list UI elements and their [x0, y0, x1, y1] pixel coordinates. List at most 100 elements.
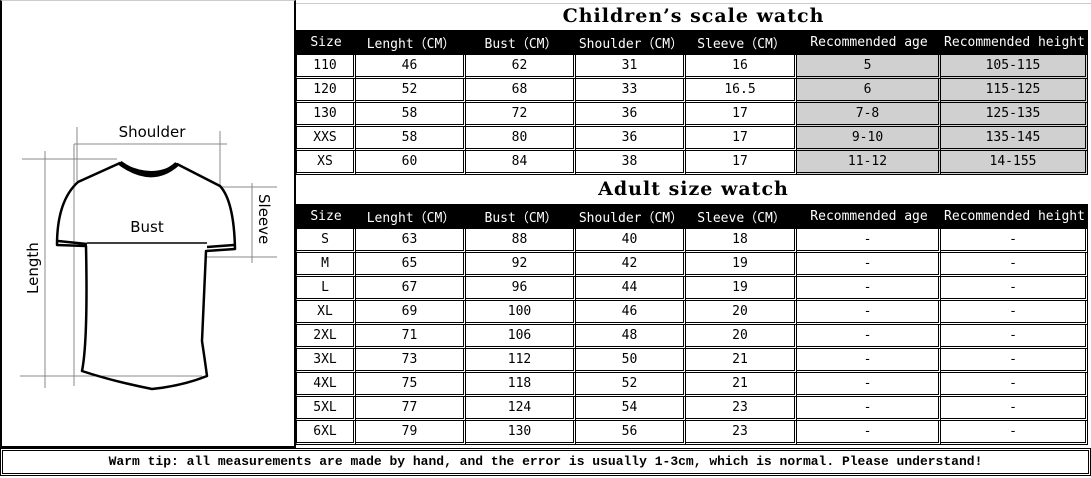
table-cell: 17	[686, 151, 797, 175]
table-row: 6XL 79 130 56 23- -	[296, 421, 1088, 445]
table-cell: -	[941, 325, 1088, 349]
table-cell: -	[941, 373, 1088, 397]
table-cell: -	[797, 421, 941, 445]
table-cell: 135-145	[941, 127, 1088, 151]
table-cell: 14-155	[941, 151, 1088, 175]
table-row: 2XL 71 106 48 20- -	[296, 325, 1088, 349]
column-header: Sleeve（CM）	[686, 30, 797, 55]
table-cell: 88	[466, 229, 576, 253]
table-cell: 77	[356, 397, 466, 421]
table-cell: 73	[356, 349, 466, 373]
table-cell: -	[941, 349, 1088, 373]
table-row: 120 52 68 33 16.5 6 115-125	[296, 79, 1088, 103]
table-cell: -	[797, 349, 941, 373]
table-cell: 21	[686, 349, 797, 373]
table-cell: 110	[296, 55, 356, 79]
children-table-title: Children’s scale watch	[562, 5, 825, 27]
table-cell: -	[797, 301, 941, 325]
table-row: 4XL 75 118 52 21- -	[296, 373, 1088, 397]
table-cell: 60	[356, 151, 466, 175]
table-cell: 62	[466, 55, 576, 79]
adult-size-table: Size Lenght（CM） Bust（CM） Shoulder（CM） Sleeve…	[296, 204, 1088, 445]
table-cell: 20	[686, 325, 797, 349]
table-cell: -	[941, 421, 1088, 445]
table-row: 110 46 62 31 16 5 105-115	[296, 55, 1088, 79]
table-row: XS 60 84 38 17 11-12 14-155	[296, 151, 1088, 175]
table-cell: -	[797, 397, 941, 421]
table-cell: 50	[576, 349, 686, 373]
sleeve-label: Sleeve	[255, 194, 273, 244]
table-cell: L	[296, 277, 356, 301]
table-cell: 112	[466, 349, 576, 373]
column-header: Recommended age	[797, 204, 941, 229]
table-cell: 11-12	[797, 151, 941, 175]
table-cell: XS	[296, 151, 356, 175]
table-cell: 67	[356, 277, 466, 301]
table-cell: 52	[356, 79, 466, 103]
table-cell: 6XL	[296, 421, 356, 445]
table-cell: 58	[356, 127, 466, 151]
column-header: Lenght（CM）	[356, 30, 466, 55]
table-cell: -	[797, 325, 941, 349]
column-header: Bust（CM）	[466, 204, 576, 229]
table-cell: 63	[356, 229, 466, 253]
column-header: Sleeve（CM）	[686, 204, 797, 229]
table-cell: 75	[356, 373, 466, 397]
tshirt-diagram: Shoulder Bust Sleeve Length	[0, 0, 296, 448]
table-cell: -	[941, 301, 1088, 325]
column-header: Shoulder（CM）	[576, 204, 686, 229]
table-cell: 36	[576, 127, 686, 151]
table-cell: 130	[296, 103, 356, 127]
table-cell: -	[797, 373, 941, 397]
table-cell: 20	[686, 301, 797, 325]
table-cell: 68	[466, 79, 576, 103]
table-cell: 58	[356, 103, 466, 127]
table-cell: 44	[576, 277, 686, 301]
table-row: M 65 92 42 19- -	[296, 253, 1088, 277]
table-cell: 5XL	[296, 397, 356, 421]
bust-label: Bust	[130, 218, 164, 236]
table-cell: 96	[466, 277, 576, 301]
tshirt-illustration: Shoulder Bust Sleeve Length	[20, 123, 277, 391]
table-cell: 23	[686, 421, 797, 445]
children-size-table: Size Lenght（CM） Bust（CM） Shoulder（CM） Sleeve…	[296, 30, 1088, 175]
table-cell: 54	[576, 397, 686, 421]
table-cell: -	[941, 229, 1088, 253]
table-cell: 18	[686, 229, 797, 253]
table-cell: 92	[466, 253, 576, 277]
table-cell: 36	[576, 103, 686, 127]
table-cell: 9-10	[797, 127, 941, 151]
table-cell: 72	[466, 103, 576, 127]
table-cell: 46	[356, 55, 466, 79]
table-row: XXS 58 80 36 17 9-10 135-145	[296, 127, 1088, 151]
table-cell: 16.5	[686, 79, 797, 103]
table-cell: 69	[356, 301, 466, 325]
table-cell: -	[797, 253, 941, 277]
column-header: Lenght（CM）	[356, 204, 466, 229]
table-cell: 80	[466, 127, 576, 151]
table-cell: 84	[466, 151, 576, 175]
table-cell: 130	[466, 421, 576, 445]
table-cell: 46	[576, 301, 686, 325]
table-row: 130 58 72 36 17 7-8 125-135	[296, 103, 1088, 127]
table-cell: 38	[576, 151, 686, 175]
table-cell: 23	[686, 397, 797, 421]
table-cell: 106	[466, 325, 576, 349]
table-row: XL 69 100 46 20- -	[296, 301, 1088, 325]
table-cell: 33	[576, 79, 686, 103]
adult-table-title: Adult size watch	[598, 178, 789, 200]
table-cell: 105-115	[941, 55, 1088, 79]
table-cell: 100	[466, 301, 576, 325]
table-cell: -	[941, 253, 1088, 277]
length-label: Length	[24, 242, 42, 294]
table-cell: 19	[686, 277, 797, 301]
table-cell: 4XL	[296, 373, 356, 397]
table-cell: 71	[356, 325, 466, 349]
column-header: Recommended height	[941, 204, 1088, 229]
table-cell: XXS	[296, 127, 356, 151]
header-row: Size Lenght（CM） Bust（CM） Shoulder（CM） Sleeve…	[296, 30, 1088, 55]
column-header: Size	[296, 204, 356, 229]
table-cell: 16	[686, 55, 797, 79]
column-header: Recommended age	[797, 30, 941, 55]
table-cell: -	[797, 229, 941, 253]
